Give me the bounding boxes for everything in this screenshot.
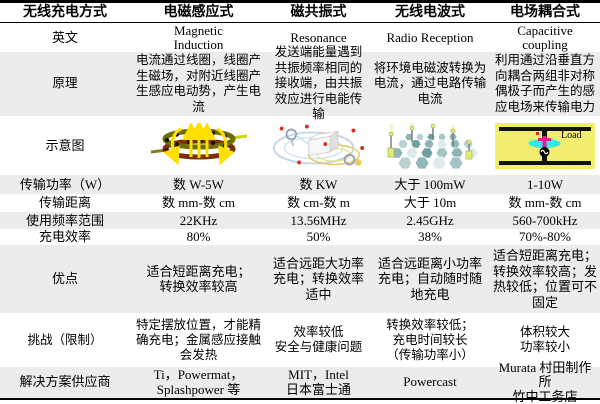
table-cell [267,116,370,175]
table-cell: 转换效率较低； 充电时间较长 （传输功率小） [386,317,474,362]
table-cell: 数 cm-数 m [287,195,350,210]
table-cell: Radio Reception [386,29,474,45]
table-cell: 22KHz [179,212,218,228]
table-cell: 适合短距离充电；转换效率较高；发热较低；位置可不固定 [493,248,598,310]
table-cell [130,116,267,175]
row-label: 英文 [51,29,78,45]
table-cell: Magnetic Induction [173,23,224,52]
table-cell: 利用通过沿垂直方向耦合两组非对称偶极子而产生的感应电场来传输电力 [494,53,595,114]
row-label: 传输距离 [38,195,91,210]
table-cell: 2.45GHz [406,212,454,228]
table-cell: Powercast [403,374,457,390]
column-header: 磁共振式 [290,4,347,20]
load-label: Load [561,130,582,141]
table-row-frequency: 使用频率范围 22KHz 13.56MHz 2.45GHz 560-700kHz [0,212,600,229]
table-cell: 将环境电磁波转换为电流，通过电路传输电流 [373,60,487,106]
table-cell: 38% [418,229,442,244]
table-cell: 适合远距大功率充电；转换效率适中 [272,255,364,302]
table-cell: 大于 10m [403,195,457,210]
table-cell: 数 W-5W [173,176,224,192]
table-cell: 适合短距离充电； 转换效率较高 [146,263,251,295]
table-header-row: 无线充电方式 电磁感应式 磁共振式 无线电波式 电场耦合式 [0,3,600,23]
table-row-power: 传输功率（W） 数 W-5W 数 KW 大于 100mW 1-10W [0,175,600,194]
row-label: 解决方案供应商 [19,374,111,390]
table-row-diagram: 示意图 [0,116,600,175]
table-cell: 大于 100mW [394,176,466,192]
column-header: 无线充电方式 [23,4,107,20]
table-row-challenges: 挑战（限制） 特定摆放位置，才能精确充电；金属感应接触会发热 效率较低 安全与健… [0,313,600,367]
column-header: 电磁感应式 [163,4,234,20]
table-cell: 特定摆放位置，才能精确充电；金属感应接触会发热 [135,317,261,362]
row-label: 示意图 [45,137,85,153]
row-label: 充电效率 [38,229,91,244]
table-cell: 50% [306,229,331,244]
column-header: 电场耦合式 [510,4,580,20]
table-cell: Load [490,116,600,175]
table-cell [370,116,490,175]
table-cell: 发送端能量遇到共振频率相同的接收端，由共振效应进行电能传输 [274,45,363,122]
table-cell: 80% [186,229,211,244]
row-label: 传输功率（W） [19,176,111,192]
table-cell: 数 mm-数 cm [162,195,235,210]
table-row-distance: 传输距离 数 mm-数 cm 数 cm-数 m 大于 10m 数 mm-数 cm [0,194,600,212]
table-cell: Murata 村田制作所 竹中工务店 [498,359,592,404]
table-cell: 13.56MHz [290,212,347,228]
table-cell: MIT，Intel 日本富士通 [285,367,351,397]
row-label: 使用频率范围 [25,212,104,228]
table-row-principle: 原理 电流通过线圈，线圈产生磁场，对附近线圈产生感应电动势，产生电流 发送端能量… [0,45,600,122]
radio-wave-mesh-diagram [387,122,479,169]
induction-coil-diagram [150,122,247,165]
table-cell: 560-700kHz [512,212,578,228]
table-cell: 数 mm-数 cm [508,195,582,210]
table-cell: 70%-80% [519,229,571,244]
table-row-efficiency: 充电效率 80% 50% 38% 70%-80% [0,229,600,245]
row-label: 优点 [51,271,78,287]
table-cell: 电流通过线圈，线圈产生磁场，对附近线圈产生感应电动势，产生电流 [135,53,261,114]
table-cell: 数 KW [299,176,338,192]
capacitive-coupling-diagram: Load [495,122,595,169]
row-label: 挑战（限制） [27,332,103,347]
table-row-providers: 解决方案供应商 Ti，Powermat， Splashpower 等 MIT，I… [0,359,600,404]
table-cell: Capacitive coupling [517,23,573,52]
column-header: 无线电波式 [395,4,465,20]
table-cell: Ti，Powermat， Splashpower 等 [153,367,244,397]
table-cell: 体积较大 功率较小 [519,325,570,354]
row-label: 原理 [52,76,78,91]
table-row-advantages: 优点 适合短距离充电； 转换效率较高 适合远距大功率充电；转换效率适中 适合远距… [0,245,600,313]
resonance-coupling-diagram [272,124,365,166]
table-cell: 效率较低 安全与健康问题 [274,325,363,354]
table-cell: 1-10W [526,176,564,192]
table-cell: 适合远距离小功率充电；自动随时随地充电 [377,255,482,302]
table-row-english: 英文 Magnetic Induction Resonance Radio Re… [0,23,600,52]
table-cell: Resonance [290,29,347,45]
